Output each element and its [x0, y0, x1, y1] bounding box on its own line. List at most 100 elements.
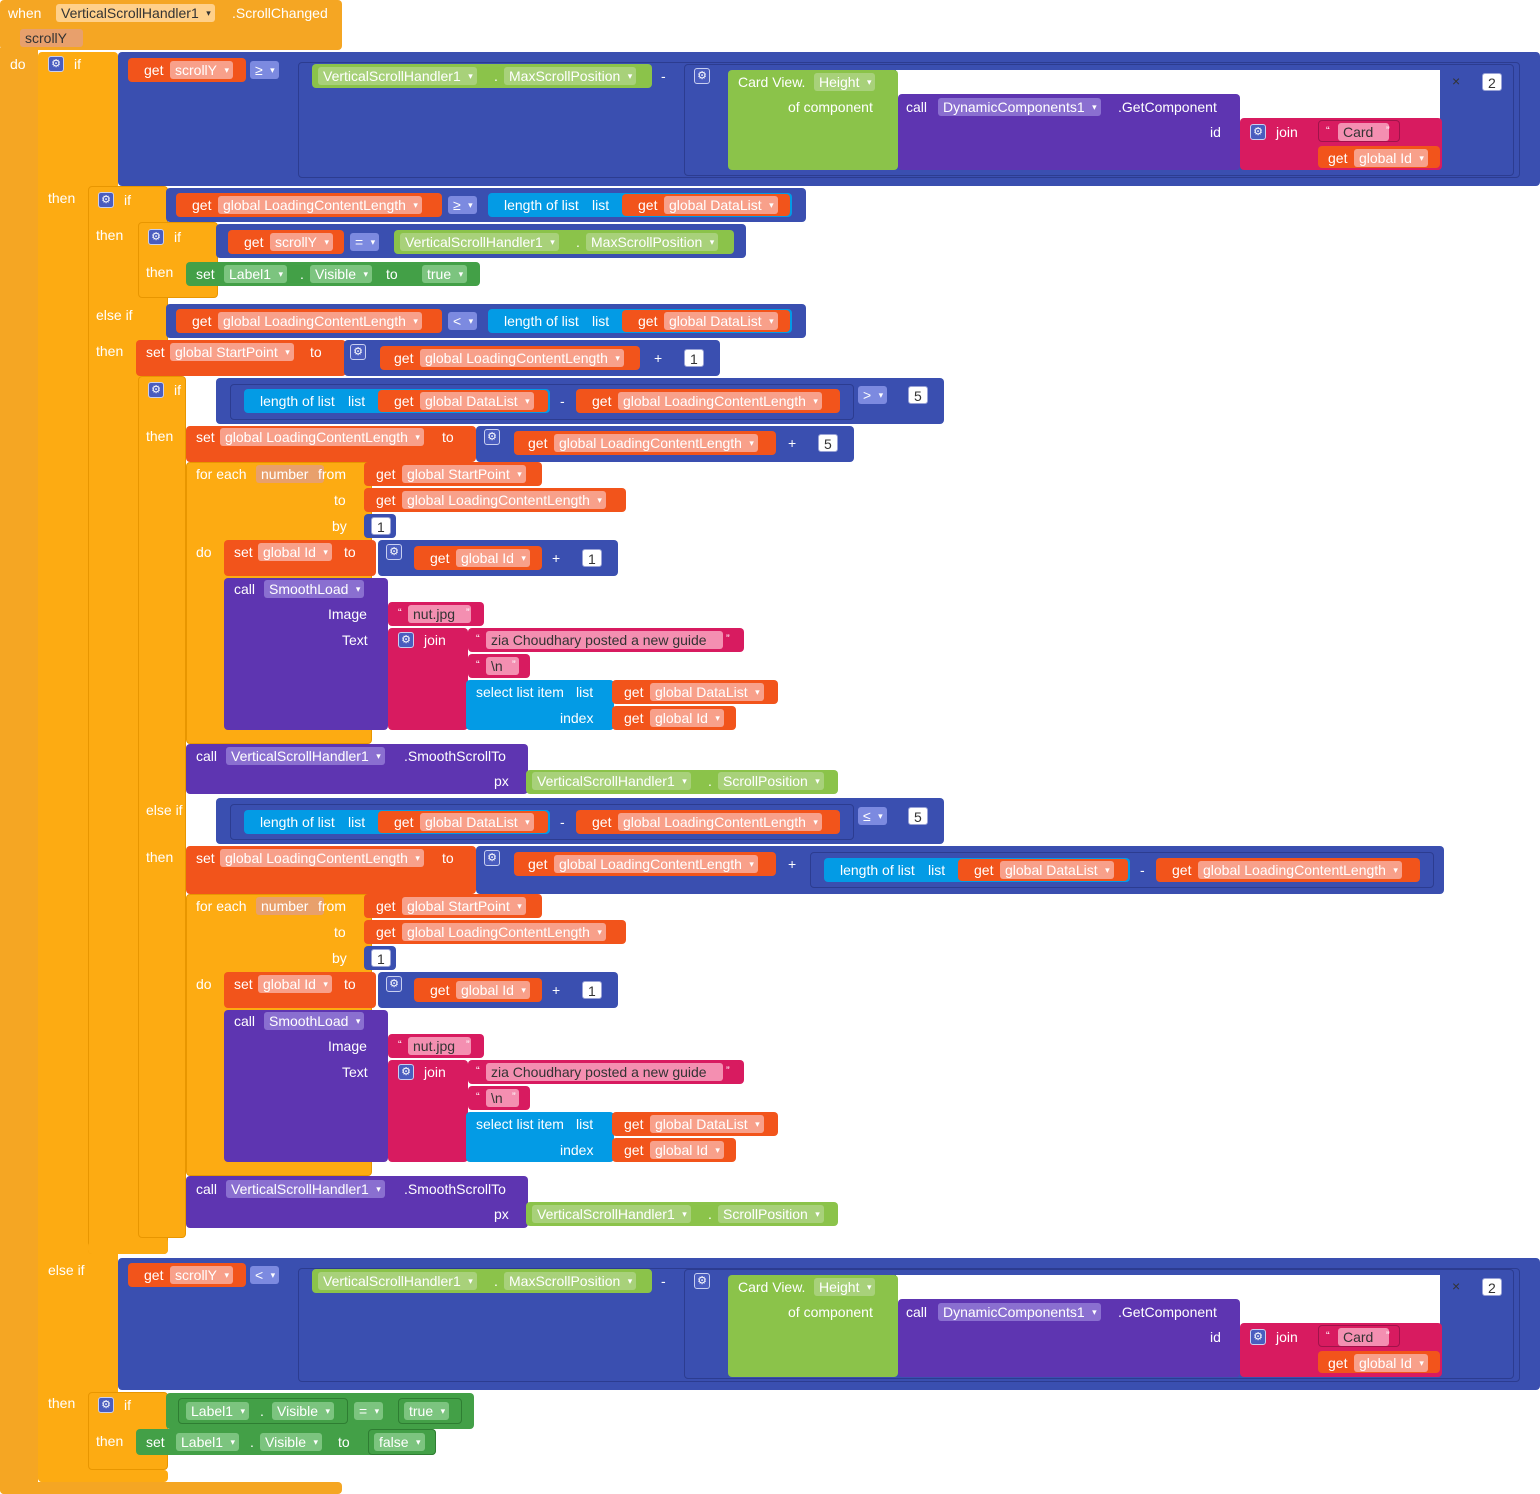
smoothload-dropdown[interactable]: SmoothLoad — [264, 1012, 365, 1030]
number-5[interactable]: 5 — [908, 807, 928, 825]
gear-icon[interactable]: ⚙ — [484, 429, 500, 445]
text-card-value[interactable]: Card — [1338, 123, 1390, 141]
global-id-dropdown[interactable]: global Id — [258, 975, 332, 993]
global-id-dropdown[interactable]: global Id — [1354, 1354, 1428, 1372]
height-dropdown[interactable]: Height — [814, 73, 876, 91]
number-param[interactable]: number — [256, 465, 325, 483]
gear-icon[interactable]: ⚙ — [148, 229, 164, 245]
dyncomp-dropdown[interactable]: DynamicComponents1 — [938, 1303, 1101, 1321]
loading-dropdown[interactable]: global LoadingContentLength — [218, 312, 422, 330]
vsh-dropdown[interactable]: VerticalScrollHandler1 — [318, 1272, 477, 1290]
loading-dropdown[interactable]: global LoadingContentLength — [218, 196, 422, 214]
datalist-dropdown[interactable]: global DataList — [664, 196, 778, 214]
number-1[interactable]: 1 — [371, 517, 391, 535]
loading-dropdown[interactable]: global LoadingContentLength — [402, 923, 606, 941]
operator-lte-dropdown[interactable]: ≤ — [858, 807, 887, 825]
startpoint-dropdown[interactable]: global StartPoint — [170, 343, 294, 361]
scrolly-dropdown[interactable]: scrollY — [170, 61, 234, 79]
operator-lt-dropdown[interactable]: < — [448, 312, 478, 330]
gear-icon[interactable]: ⚙ — [98, 192, 114, 208]
text-nut-value[interactable]: nut.jpg — [408, 1037, 472, 1055]
smoothload-call[interactable] — [224, 1010, 388, 1162]
operator-gt-dropdown[interactable]: > — [858, 386, 888, 404]
select-list-item-block[interactable] — [466, 1112, 614, 1162]
label1-dropdown[interactable]: Label1 — [224, 265, 288, 283]
global-id-dropdown[interactable]: global Id — [650, 709, 724, 727]
vsh-dropdown[interactable]: VerticalScrollHandler1 — [532, 1205, 691, 1223]
operator-gte-dropdown[interactable]: ≥ — [250, 61, 279, 79]
param-scrolly[interactable]: scrollY — [20, 29, 84, 47]
text-nut-value[interactable]: nut.jpg — [408, 605, 472, 623]
datalist-dropdown[interactable]: global DataList — [650, 1115, 764, 1133]
gear-icon[interactable]: ⚙ — [1250, 124, 1266, 140]
gear-icon[interactable]: ⚙ — [386, 976, 402, 992]
global-id-dropdown[interactable]: global Id — [1354, 149, 1428, 167]
scrolly-dropdown[interactable]: scrollY — [270, 233, 334, 251]
number-1[interactable]: 1 — [582, 981, 602, 999]
loading-dropdown[interactable]: global LoadingContentLength — [554, 434, 758, 452]
maxscroll-dropdown[interactable]: MaxScrollPosition — [586, 233, 719, 251]
scrolly-dropdown[interactable]: scrollY — [170, 1266, 234, 1284]
datalist-dropdown[interactable]: global DataList — [420, 813, 534, 831]
operator-lt-dropdown[interactable]: < — [250, 1266, 280, 1284]
maxscroll-dropdown[interactable]: MaxScrollPosition — [504, 67, 637, 85]
startpoint-dropdown[interactable]: global StartPoint — [402, 465, 526, 483]
global-id-dropdown[interactable]: global Id — [456, 549, 530, 567]
label1-dropdown[interactable]: Label1 — [176, 1433, 240, 1451]
visible-dropdown[interactable]: Visible — [260, 1433, 322, 1451]
select-list-item-block[interactable] — [466, 680, 614, 730]
global-id-dropdown[interactable]: global Id — [650, 1141, 724, 1159]
smoothload-dropdown[interactable]: SmoothLoad — [264, 580, 365, 598]
loading-dropdown[interactable]: global LoadingContentLength — [554, 855, 758, 873]
height-dropdown[interactable]: Height — [814, 1278, 876, 1296]
gear-icon[interactable]: ⚙ — [694, 68, 710, 84]
gear-icon[interactable]: ⚙ — [1250, 1329, 1266, 1345]
startpoint-dropdown[interactable]: global StartPoint — [402, 897, 526, 915]
true-dropdown[interactable]: true — [404, 1402, 450, 1420]
event-component-dropdown[interactable]: VerticalScrollHandler1 — [56, 4, 215, 22]
number-1[interactable]: 1 — [684, 349, 704, 367]
number-5[interactable]: 5 — [818, 434, 838, 452]
datalist-dropdown[interactable]: global DataList — [1000, 861, 1114, 879]
operator-eq-dropdown[interactable]: = — [350, 233, 380, 251]
maxscroll-dropdown[interactable]: MaxScrollPosition — [504, 1272, 637, 1290]
loading-dropdown[interactable]: global LoadingContentLength — [420, 349, 624, 367]
gear-icon[interactable]: ⚙ — [386, 544, 402, 560]
dyncomp-dropdown[interactable]: DynamicComponents1 — [938, 98, 1101, 116]
loading-dropdown[interactable]: global LoadingContentLength — [220, 849, 424, 867]
true-dropdown[interactable]: true — [422, 265, 468, 283]
gear-icon[interactable]: ⚙ — [148, 382, 164, 398]
vsh-dropdown[interactable]: VerticalScrollHandler1 — [226, 1180, 385, 1198]
global-id-dropdown[interactable]: global Id — [456, 981, 530, 999]
number-1[interactable]: 1 — [371, 949, 391, 967]
text-newline-value[interactable]: \n — [486, 1089, 519, 1107]
gear-icon[interactable]: ⚙ — [484, 850, 500, 866]
false-dropdown[interactable]: false — [374, 1433, 425, 1451]
text-zia-value[interactable]: zia Choudhary posted a new guide — [486, 631, 723, 649]
visible-dropdown[interactable]: Visible — [272, 1402, 334, 1420]
number-2[interactable]: 2 — [1482, 73, 1502, 91]
vsh-dropdown[interactable]: VerticalScrollHandler1 — [318, 67, 477, 85]
global-id-dropdown[interactable]: global Id — [258, 543, 332, 561]
datalist-dropdown[interactable]: global DataList — [420, 392, 534, 410]
number-1[interactable]: 1 — [582, 549, 602, 567]
loading-dropdown[interactable]: global LoadingContentLength — [220, 428, 424, 446]
operator-eq-dropdown[interactable]: = — [354, 1402, 384, 1420]
vsh-dropdown[interactable]: VerticalScrollHandler1 — [226, 747, 385, 765]
gear-icon[interactable]: ⚙ — [48, 56, 64, 72]
visible-dropdown[interactable]: Visible — [310, 265, 372, 283]
loading-dropdown[interactable]: global LoadingContentLength — [1198, 861, 1402, 879]
gear-icon[interactable]: ⚙ — [694, 1273, 710, 1289]
gear-icon[interactable]: ⚙ — [98, 1397, 114, 1413]
loading-dropdown[interactable]: global LoadingContentLength — [402, 491, 606, 509]
datalist-dropdown[interactable]: global DataList — [664, 312, 778, 330]
vsh-dropdown[interactable]: VerticalScrollHandler1 — [400, 233, 559, 251]
if-block-remaining[interactable] — [138, 376, 186, 1238]
operator-gte-dropdown[interactable]: ≥ — [448, 196, 477, 214]
scrollpos-dropdown[interactable]: ScrollPosition — [718, 1205, 824, 1223]
number-param[interactable]: number — [256, 897, 325, 915]
datalist-dropdown[interactable]: global DataList — [650, 683, 764, 701]
number-5[interactable]: 5 — [908, 386, 928, 404]
loading-dropdown[interactable]: global LoadingContentLength — [618, 392, 822, 410]
gear-icon[interactable]: ⚙ — [398, 1064, 414, 1080]
